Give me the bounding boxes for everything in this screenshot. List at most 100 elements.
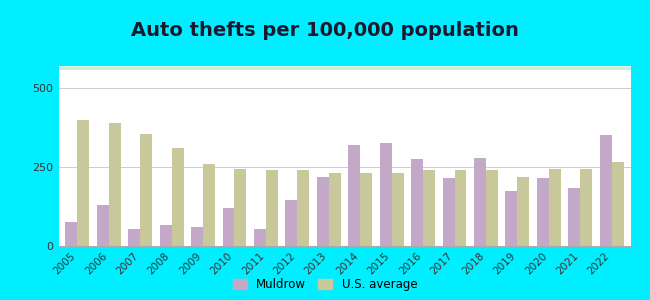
Bar (58, 68, 630, 69)
Bar (58, 68, 630, 69)
Bar (58, 67, 630, 69)
Bar (58, 66, 630, 68)
Bar (58, 67, 630, 69)
Bar (58, 68, 630, 69)
Bar (297, 170, 309, 246)
Bar (568, 188, 580, 246)
Bar (66, 222, 77, 246)
Bar (58, 67, 630, 69)
Bar (58, 67, 630, 69)
Bar (58, 67, 630, 69)
Bar (58, 67, 630, 69)
Bar (128, 229, 140, 246)
Bar (58, 67, 630, 68)
Bar (58, 68, 630, 69)
Bar (109, 123, 121, 246)
Bar (266, 170, 278, 246)
Bar (58, 68, 630, 69)
Bar (58, 67, 630, 69)
Bar (58, 67, 630, 69)
Bar (506, 191, 517, 246)
Bar (58, 67, 630, 68)
Bar (58, 67, 630, 69)
Text: Auto thefts per 100,000 population: Auto thefts per 100,000 population (131, 21, 519, 40)
Bar (58, 66, 630, 68)
Bar (58, 67, 630, 69)
Bar (58, 66, 630, 68)
Bar (58, 67, 630, 69)
Bar (58, 67, 630, 69)
Bar (58, 66, 630, 68)
Bar (58, 67, 630, 68)
Bar (517, 176, 529, 246)
Bar (58, 66, 630, 68)
Bar (58, 67, 630, 69)
Bar (58, 66, 630, 68)
Bar (58, 68, 630, 69)
Bar (58, 68, 630, 69)
Bar (58, 67, 630, 69)
Bar (411, 159, 423, 246)
Bar (254, 229, 266, 246)
Bar (58, 67, 630, 69)
Bar (77, 120, 89, 246)
Bar (58, 67, 630, 69)
Bar (160, 226, 172, 246)
Bar (58, 67, 630, 69)
Bar (172, 148, 183, 246)
Bar (58, 68, 630, 69)
Bar (58, 66, 630, 68)
Bar (58, 68, 630, 69)
Bar (360, 173, 372, 246)
Bar (58, 68, 630, 70)
Bar (58, 66, 630, 68)
Bar (58, 67, 630, 68)
Bar (191, 227, 203, 246)
Bar (58, 67, 630, 69)
Bar (58, 68, 630, 69)
Bar (612, 162, 623, 246)
Bar (58, 67, 630, 69)
Bar (58, 67, 630, 69)
Bar (486, 170, 498, 246)
Bar (58, 68, 630, 69)
Bar (58, 67, 630, 69)
Bar (58, 67, 630, 68)
Bar (58, 66, 630, 68)
Bar (58, 68, 630, 70)
Bar (58, 67, 630, 68)
Bar (140, 134, 152, 246)
Bar (58, 66, 630, 68)
Bar (58, 68, 630, 70)
Bar (58, 67, 630, 69)
Bar (58, 67, 630, 69)
Bar (58, 66, 630, 68)
Bar (58, 67, 630, 68)
Bar (58, 66, 630, 68)
Bar (97, 205, 109, 246)
Bar (58, 66, 630, 68)
Bar (58, 66, 630, 68)
Bar (58, 67, 630, 68)
Bar (58, 68, 630, 69)
Bar (58, 66, 630, 68)
Bar (58, 67, 630, 69)
Bar (58, 67, 630, 68)
Bar (58, 67, 630, 68)
Bar (317, 176, 329, 246)
Bar (549, 169, 561, 246)
Bar (58, 66, 630, 68)
Bar (58, 66, 630, 68)
Bar (58, 68, 630, 69)
Bar (58, 68, 630, 69)
Bar (454, 170, 467, 246)
Bar (58, 68, 630, 69)
Bar (58, 67, 630, 69)
Bar (58, 67, 630, 68)
Bar (58, 67, 630, 69)
Bar (58, 66, 630, 68)
Bar (203, 164, 215, 246)
Bar (58, 66, 630, 68)
Bar (58, 67, 630, 69)
Bar (58, 66, 630, 68)
